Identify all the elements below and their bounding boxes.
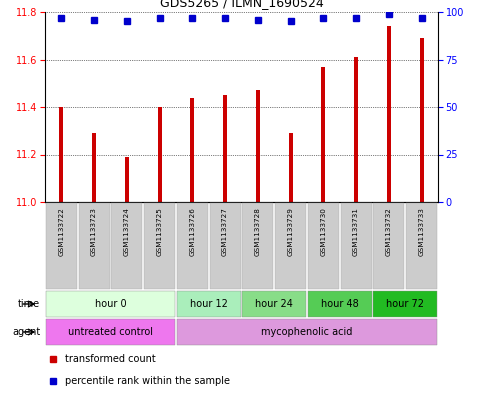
Bar [242, 291, 306, 317]
Text: hour 12: hour 12 [190, 299, 227, 309]
Bar [406, 203, 437, 289]
Bar [46, 291, 175, 317]
Bar [144, 203, 175, 289]
Bar [79, 203, 110, 289]
Text: GSM1133732: GSM1133732 [386, 207, 392, 256]
Title: GDS5265 / ILMN_1690524: GDS5265 / ILMN_1690524 [159, 0, 324, 9]
Text: hour 72: hour 72 [386, 299, 424, 309]
Bar [46, 203, 77, 289]
Text: GSM1133725: GSM1133725 [156, 207, 163, 256]
Bar [112, 203, 142, 289]
Bar [308, 291, 371, 317]
Text: GSM1133729: GSM1133729 [287, 207, 294, 256]
Text: GSM1133724: GSM1133724 [124, 207, 130, 256]
Text: percentile rank within the sample: percentile rank within the sample [65, 376, 229, 386]
Text: GSM1133722: GSM1133722 [58, 207, 64, 256]
Bar [157, 107, 162, 202]
Bar [242, 203, 273, 289]
Text: hour 0: hour 0 [95, 299, 127, 309]
Text: time: time [18, 299, 40, 309]
Bar [256, 90, 260, 202]
Bar [275, 203, 306, 289]
Text: GSM1133723: GSM1133723 [91, 207, 97, 256]
Bar [321, 67, 326, 202]
Text: GSM1133730: GSM1133730 [320, 207, 327, 256]
Text: GSM1133728: GSM1133728 [255, 207, 261, 256]
Bar [177, 203, 208, 289]
Text: GSM1133727: GSM1133727 [222, 207, 228, 256]
Text: GSM1133731: GSM1133731 [353, 207, 359, 256]
Bar [387, 26, 391, 202]
Bar [420, 38, 424, 202]
Bar [308, 203, 339, 289]
Text: mycophenolic acid: mycophenolic acid [261, 327, 353, 337]
Bar [125, 157, 129, 202]
Bar [354, 57, 358, 202]
Bar [46, 319, 175, 345]
Bar [289, 133, 293, 202]
Bar [190, 97, 194, 202]
Bar [59, 107, 63, 202]
Text: transformed count: transformed count [65, 354, 156, 364]
Text: GSM1133733: GSM1133733 [419, 207, 425, 256]
Text: hour 48: hour 48 [321, 299, 358, 309]
Bar [373, 203, 404, 289]
Bar [341, 203, 371, 289]
Text: agent: agent [12, 327, 40, 337]
Text: hour 24: hour 24 [256, 299, 293, 309]
Text: GSM1133726: GSM1133726 [189, 207, 196, 256]
Bar [210, 203, 241, 289]
Bar [177, 319, 437, 345]
Bar [177, 291, 241, 317]
Bar [92, 133, 96, 202]
Bar [223, 95, 227, 202]
Text: untreated control: untreated control [68, 327, 153, 337]
Bar [373, 291, 437, 317]
